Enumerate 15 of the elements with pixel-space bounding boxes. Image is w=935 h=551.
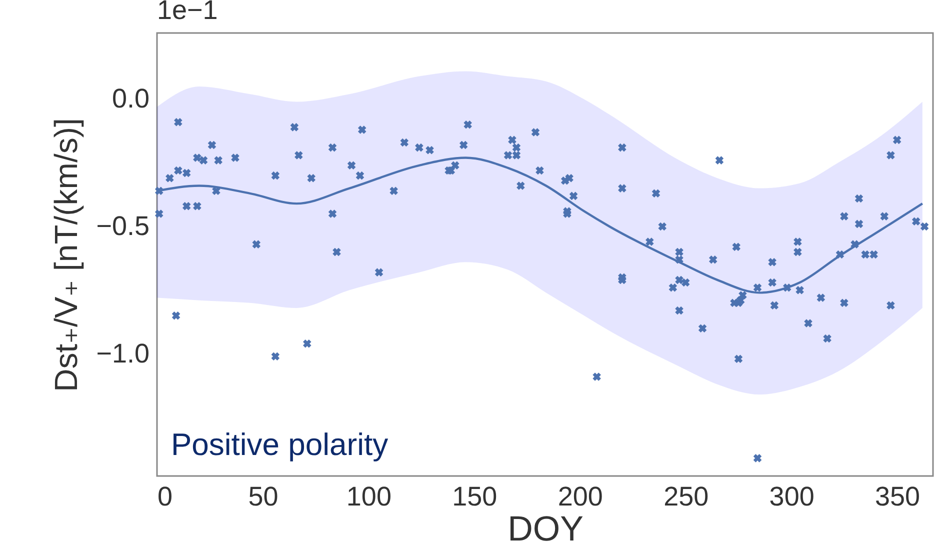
- x-tick-label: 100: [346, 482, 392, 512]
- y-axis-title: Dst₊/V₊ [nT/(km/s)]: [48, 118, 84, 392]
- x-tick-label: 350: [875, 482, 920, 512]
- x-tick-label: 0: [158, 482, 173, 512]
- x-tick-label: 300: [769, 482, 814, 512]
- x-tick-label: 50: [248, 482, 278, 512]
- y-tick-label: 0.0: [112, 84, 150, 114]
- annotation: Positive polarity: [171, 427, 389, 462]
- x-tick-label: 150: [452, 482, 498, 512]
- x-axis-title: DOY: [508, 510, 584, 548]
- text: 1e−1: [157, 0, 218, 25]
- y-tick-label: −1.0: [96, 338, 150, 368]
- x-tick-label: 200: [558, 482, 603, 512]
- y-tick-label: −0.5: [96, 210, 150, 241]
- x-tick-label: 250: [664, 482, 709, 512]
